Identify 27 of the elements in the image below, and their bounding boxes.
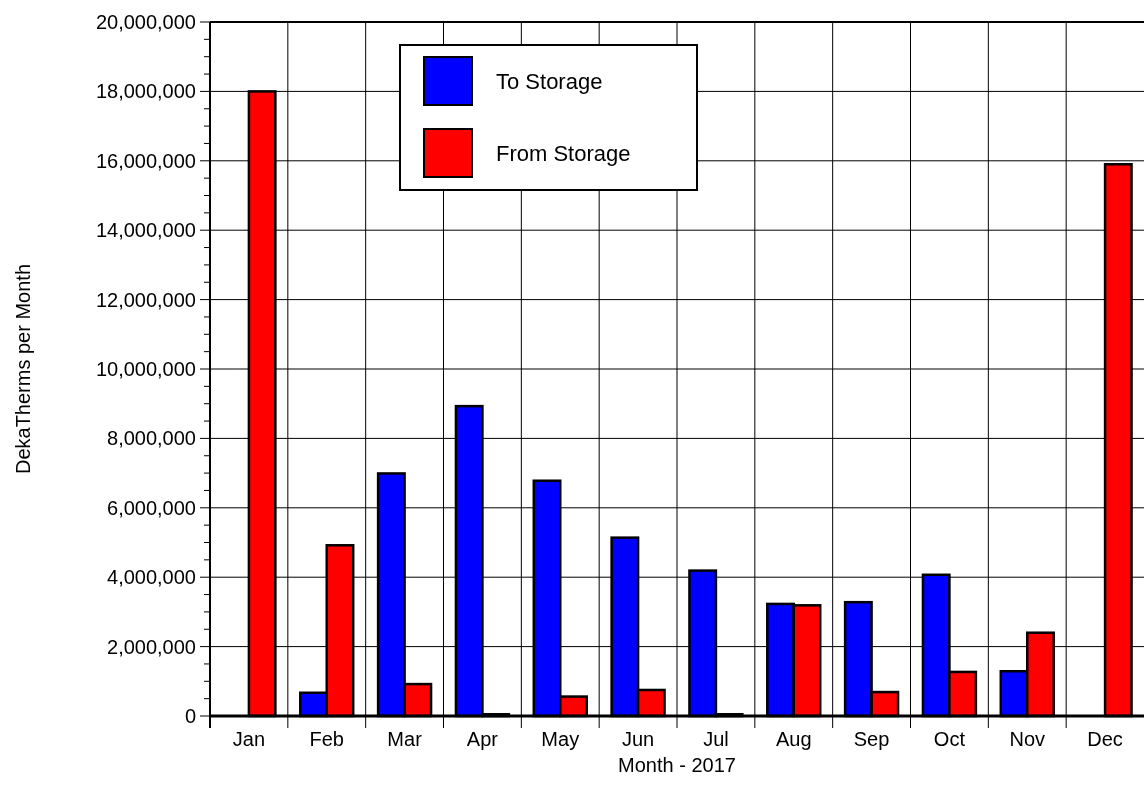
x-tick-label: Jun bbox=[621, 728, 655, 750]
legend-label: To Storage bbox=[496, 68, 603, 94]
x-tick-label: Nov bbox=[1009, 728, 1046, 750]
x-tick-label: Apr bbox=[466, 728, 499, 750]
y-axis-title: DekaTherms per Month bbox=[12, 263, 34, 475]
y-tick-label: 2,000,000 bbox=[107, 635, 196, 658]
x-axis-title: Month - 2017 bbox=[618, 754, 736, 776]
y-tick-label: 0 bbox=[184, 705, 196, 727]
x-tick-label: Jul bbox=[703, 728, 729, 750]
x-tick-label: Sep bbox=[853, 728, 890, 750]
y-tick-label: 6,000,000 bbox=[107, 496, 196, 519]
x-tick-label: Mar bbox=[387, 728, 423, 750]
y-tick-label: 4,000,000 bbox=[107, 566, 196, 589]
y-tick-label: 20,000,000 bbox=[95, 11, 196, 33]
y-tick-label: 10,000,000 bbox=[95, 358, 196, 380]
x-tick-label: Aug bbox=[775, 728, 812, 750]
y-tick-label: 16,000,000 bbox=[95, 149, 196, 172]
legend-label: From Storage bbox=[496, 140, 631, 166]
x-tick-label: May bbox=[541, 728, 580, 750]
x-tick-label: Feb bbox=[309, 728, 344, 750]
x-tick-label: Dec bbox=[1087, 728, 1123, 750]
y-tick-label: 14,000,000 bbox=[95, 219, 196, 242]
y-tick-label: 12,000,000 bbox=[95, 288, 196, 311]
y-tick-label: 18,000,000 bbox=[95, 80, 196, 103]
y-tick-label: 8,000,000 bbox=[107, 427, 196, 450]
x-tick-label: Jan bbox=[232, 728, 266, 750]
x-tick-label: Oct bbox=[933, 728, 966, 750]
